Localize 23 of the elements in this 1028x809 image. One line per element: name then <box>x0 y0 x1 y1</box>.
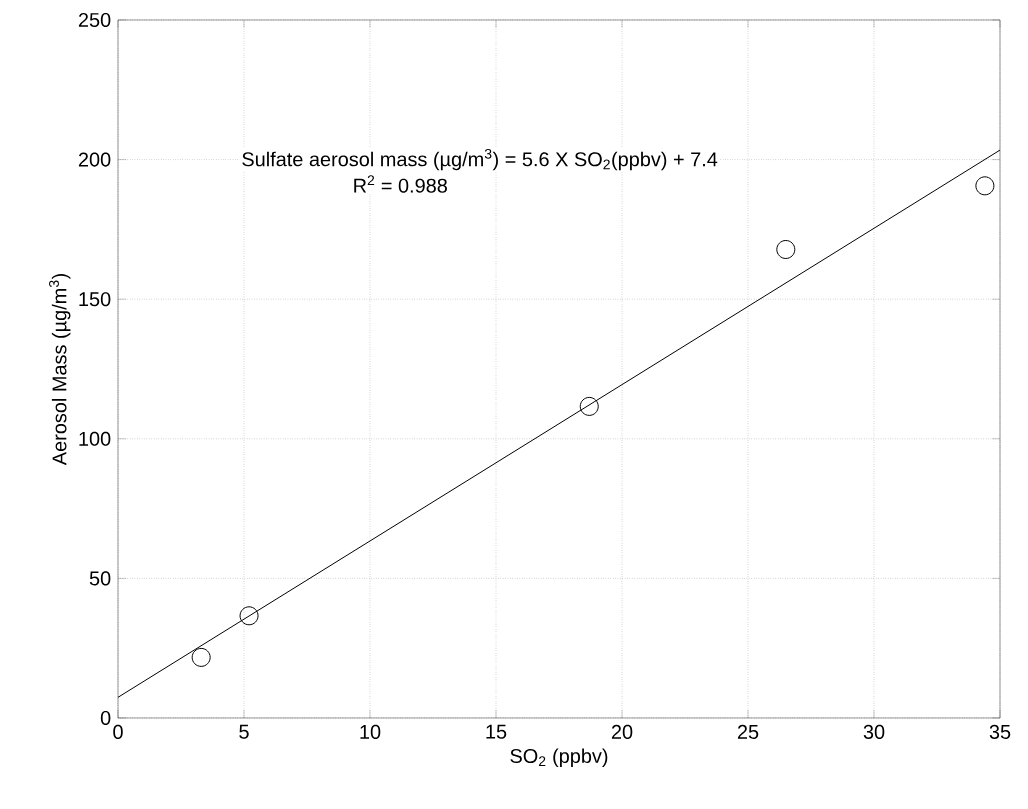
y-tick-label: 100 <box>79 431 111 446</box>
x-tick-label: 35 <box>989 724 1011 739</box>
annotation: Sulfate aerosol mass (µg/m$^{3}$) = 5.6 X SO$_{2}$(ppbv) + 7.4 <box>242 148 718 171</box>
y-tick-label: 250 <box>78 12 111 28</box>
x-tick-label: 30 <box>863 724 885 739</box>
x-tick-label: 20 <box>611 724 633 739</box>
x-tick-label: 5 <box>239 724 249 739</box>
x-tick-label: 25 <box>737 724 759 739</box>
point <box>776 239 796 259</box>
y-tick-label: 200 <box>78 152 111 167</box>
annotation: R$^{2}$ = 0.988 <box>354 175 447 193</box>
y-tick-label: 50 <box>89 571 111 586</box>
y-tick-label: 150 <box>79 292 111 307</box>
point <box>191 647 211 667</box>
y-tick-label: 0 <box>100 710 111 726</box>
x-tick-label: 0 <box>113 724 123 739</box>
x-tick-label: 10 <box>360 724 381 739</box>
point <box>975 176 995 196</box>
x-axis-title: SO$_{2}$ (ppbv) <box>510 748 608 767</box>
point <box>239 606 259 626</box>
x-tick-label: 15 <box>486 724 507 739</box>
point <box>579 396 599 416</box>
y-axis-title: Aerosol Mass (µg/m$^{3}$) <box>49 273 71 466</box>
